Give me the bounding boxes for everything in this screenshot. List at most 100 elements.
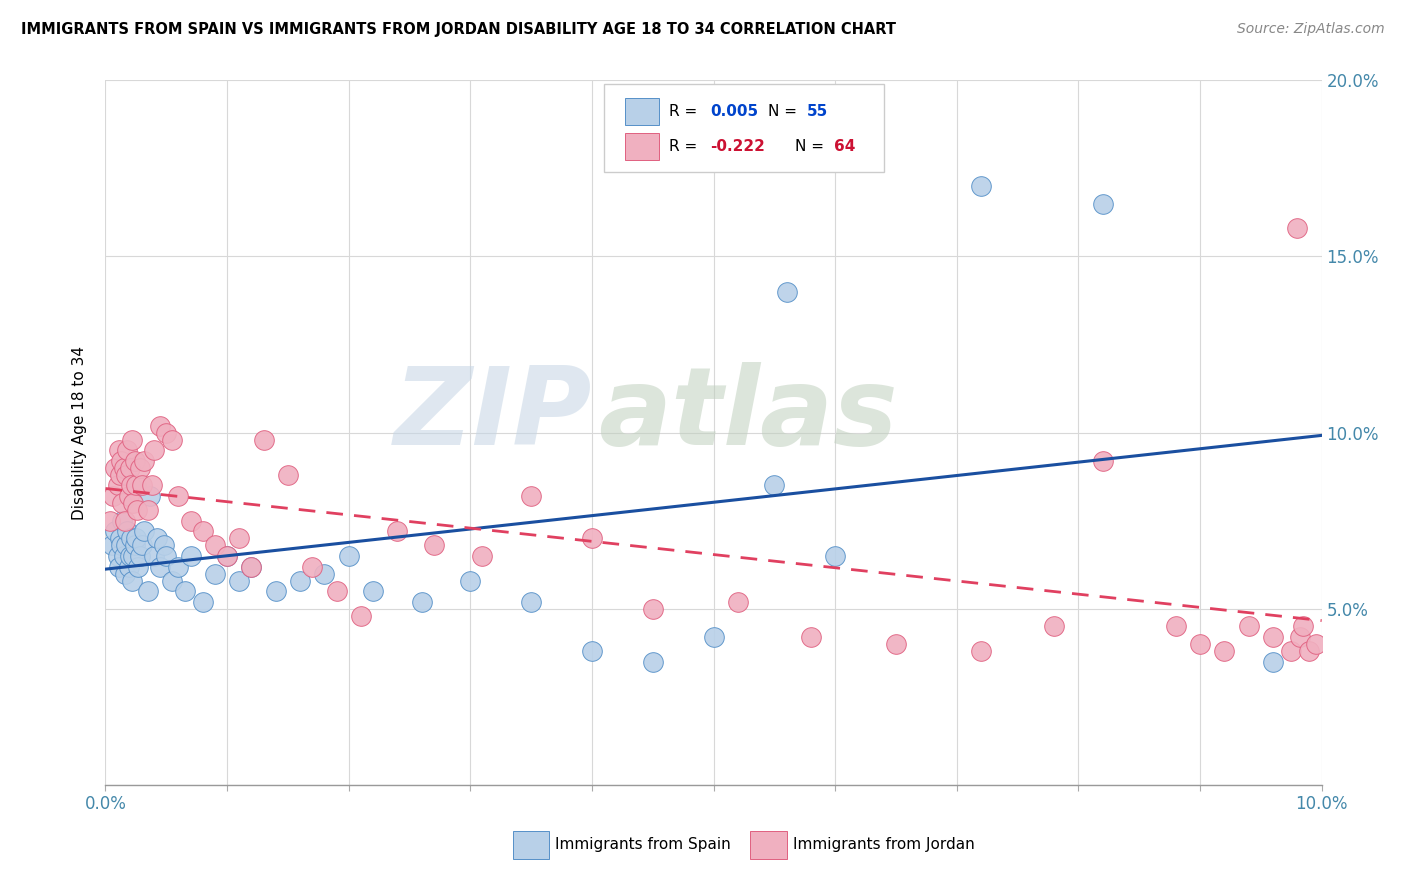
Point xyxy=(970,178,993,194)
Point xyxy=(884,637,907,651)
Point xyxy=(107,478,129,492)
Point xyxy=(314,566,336,581)
Point xyxy=(1043,619,1066,633)
Text: Immigrants from Jordan: Immigrants from Jordan xyxy=(793,838,974,853)
Point xyxy=(118,549,141,563)
Point xyxy=(824,549,846,563)
Point xyxy=(108,532,131,546)
Point xyxy=(122,549,145,563)
Point xyxy=(143,443,166,458)
Text: R =: R = xyxy=(668,139,702,154)
Point xyxy=(1279,644,1302,658)
Point xyxy=(325,584,347,599)
Point xyxy=(136,584,159,599)
Point xyxy=(108,443,131,458)
Point xyxy=(111,496,134,510)
Point xyxy=(155,549,177,563)
Point xyxy=(108,467,131,482)
Point xyxy=(115,538,138,552)
Point xyxy=(117,489,139,503)
Point xyxy=(128,549,150,563)
Text: ZIP: ZIP xyxy=(394,362,592,468)
Point xyxy=(167,559,190,574)
Text: N =: N = xyxy=(768,103,803,119)
Point xyxy=(167,489,190,503)
Point xyxy=(204,566,226,581)
Point xyxy=(134,454,156,468)
Point xyxy=(1305,637,1327,651)
Point xyxy=(112,461,135,475)
Point xyxy=(127,559,149,574)
Point xyxy=(277,467,299,482)
Point xyxy=(228,532,250,546)
Point xyxy=(1091,454,1114,468)
Point xyxy=(301,559,323,574)
Point xyxy=(1091,196,1114,211)
Point xyxy=(101,489,124,503)
Point xyxy=(204,538,226,552)
Point xyxy=(423,538,446,552)
Point xyxy=(288,574,311,588)
Point xyxy=(104,524,127,539)
Point xyxy=(1261,630,1284,644)
Point xyxy=(471,549,494,563)
Point xyxy=(121,574,143,588)
Point xyxy=(162,433,184,447)
Point xyxy=(1189,637,1212,651)
Point xyxy=(110,538,132,552)
Point xyxy=(240,559,263,574)
Point xyxy=(104,461,127,475)
Point xyxy=(1213,644,1236,658)
Point xyxy=(131,538,153,552)
FancyBboxPatch shape xyxy=(513,830,550,859)
Point xyxy=(1261,655,1284,669)
Text: IMMIGRANTS FROM SPAIN VS IMMIGRANTS FROM JORDAN DISABILITY AGE 18 TO 34 CORRELAT: IMMIGRANTS FROM SPAIN VS IMMIGRANTS FROM… xyxy=(21,22,896,37)
Point xyxy=(337,549,360,563)
Point xyxy=(121,433,143,447)
Point xyxy=(134,524,156,539)
Text: 55: 55 xyxy=(807,103,828,119)
Point xyxy=(1237,619,1260,633)
Point xyxy=(361,584,384,599)
Text: atlas: atlas xyxy=(598,362,897,468)
Point xyxy=(100,538,122,552)
Point xyxy=(145,532,167,546)
Point xyxy=(155,425,177,440)
Point xyxy=(180,549,202,563)
Point xyxy=(1298,644,1320,658)
Point xyxy=(173,584,195,599)
Point xyxy=(581,532,603,546)
Point xyxy=(136,503,159,517)
Point xyxy=(143,549,166,563)
Point xyxy=(115,467,138,482)
Point xyxy=(110,454,132,468)
Point xyxy=(970,644,993,658)
Point xyxy=(117,443,139,458)
Point xyxy=(112,549,135,563)
Point xyxy=(162,574,184,588)
Point xyxy=(125,503,148,517)
Point xyxy=(180,514,202,528)
Point xyxy=(1286,221,1309,235)
Point xyxy=(240,559,263,574)
Y-axis label: Disability Age 18 to 34: Disability Age 18 to 34 xyxy=(72,345,87,520)
Point xyxy=(800,630,823,644)
Point xyxy=(149,418,172,433)
Point xyxy=(520,595,543,609)
Point xyxy=(108,559,131,574)
Point xyxy=(217,549,239,563)
Text: -0.222: -0.222 xyxy=(710,139,765,154)
Point xyxy=(763,478,786,492)
Point xyxy=(125,478,148,492)
Point xyxy=(117,524,139,539)
Point xyxy=(118,461,141,475)
Point xyxy=(120,532,142,546)
Point xyxy=(153,538,176,552)
Text: 64: 64 xyxy=(834,139,855,154)
Point xyxy=(191,524,214,539)
Point xyxy=(252,433,274,447)
Point xyxy=(387,524,409,539)
Point xyxy=(124,538,146,552)
Text: 0.005: 0.005 xyxy=(710,103,758,119)
Point xyxy=(117,559,139,574)
